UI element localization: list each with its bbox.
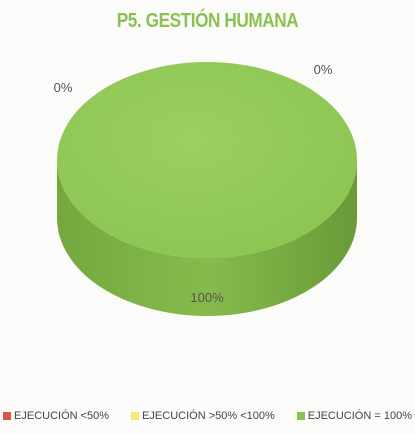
legend-label-0: EJECUCIÓN <50%: [14, 410, 110, 422]
chart-title: P5. GESTIÓN HUMANA: [116, 10, 299, 32]
legend-label-1: EJECUCIÓN >50% <100%: [142, 410, 275, 422]
legend-item-0: EJECUCIÓN <50%: [3, 410, 109, 422]
pie-side-wall: [57, 160, 357, 316]
slice-label-1: 0%: [314, 62, 333, 77]
pie-top-face: [57, 62, 357, 258]
legend-label-2: EJECUCIÓN = 100%: [307, 410, 412, 422]
legend-swatch-2: [296, 412, 305, 420]
legend-item-2: EJECUCIÓN = 100%: [296, 410, 412, 422]
slice-label-2: 100%: [190, 290, 224, 305]
pie-side-wall-shape: [57, 160, 357, 316]
pie-slice-2: [57, 62, 357, 258]
legend: EJECUCIÓN <50% EJECUCIÓN >50% <100% EJECUC…: [0, 410, 415, 422]
legend-swatch-0: [3, 412, 12, 420]
legend-item-1: EJECUCIÓN >50% <100%: [131, 410, 275, 422]
slice-label-0: 0%: [54, 80, 73, 95]
legend-swatch-1: [131, 412, 140, 420]
pie-labels: 0% 0% 100%: [54, 62, 333, 305]
